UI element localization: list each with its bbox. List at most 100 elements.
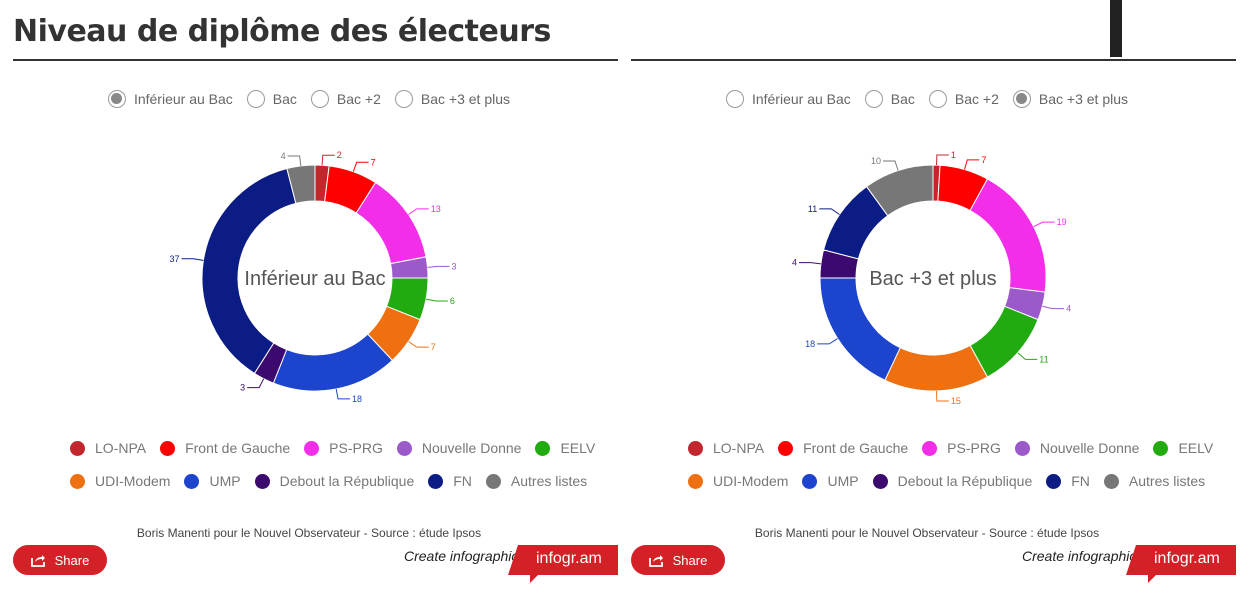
share-icon (648, 553, 663, 567)
create-infographics-link[interactable]: Create infographics (404, 548, 526, 564)
infogram-logo-text: infogr.am (536, 550, 602, 567)
legend-item[interactable]: UMP (184, 473, 241, 489)
legend-label: LO-NPA (713, 440, 765, 456)
legend-swatch (535, 440, 551, 456)
slice-value-label: 4 (1066, 304, 1071, 314)
legend-item[interactable]: Nouvelle Donne (396, 440, 522, 456)
radio-option[interactable]: Bac +3 et plus (394, 90, 510, 108)
donut-center-label: Bac +3 et plus (869, 268, 996, 290)
slice-value-label: 11 (808, 204, 817, 214)
donut-slice[interactable] (865, 164, 934, 217)
infogram-logo[interactable]: infogr.am (1126, 545, 1236, 583)
legend-swatch (922, 440, 938, 456)
slice-value-label: 11 (1039, 354, 1048, 364)
legend-swatch (184, 473, 200, 489)
legend-swatch (872, 473, 888, 489)
share-label: Share (54, 552, 90, 568)
legend-label: UDI-Modem (95, 473, 171, 489)
legend-item[interactable]: LO-NPA (688, 440, 764, 456)
legend-swatch (688, 473, 703, 489)
legend-swatch (160, 440, 176, 456)
legend-swatch (802, 473, 818, 489)
legend-label: Front de Gauche (803, 440, 909, 456)
slice-leader-line (936, 154, 949, 166)
legend-item[interactable]: Front de Gauche (778, 440, 908, 456)
radio-label: Bac +2 (954, 91, 999, 107)
legend-row: LO-NPA Front de Gauche PS-PRG Nouvelle Donn… (70, 440, 595, 456)
share-icon (30, 553, 45, 567)
slice-leader-line (321, 154, 335, 166)
radio-option[interactable]: Bac +2 (928, 90, 999, 108)
legend-label: FN (453, 473, 472, 489)
donut-slice[interactable] (819, 277, 901, 381)
slice-leader-line (335, 388, 351, 400)
legend-swatch (485, 473, 501, 489)
create-infographics-link[interactable]: Create infographics (1022, 548, 1144, 564)
legend-item[interactable]: EELV (1153, 440, 1213, 456)
legend-item[interactable]: UMP (802, 473, 859, 489)
radio-button[interactable] (725, 90, 744, 108)
legend-item[interactable]: Autres listes (1103, 473, 1206, 489)
legend-swatch (1153, 440, 1169, 456)
legend-item[interactable]: Autres listes (485, 473, 587, 489)
source-credit: Boris Manenti pour le Nouvel Observateur… (136, 526, 482, 540)
radio-button[interactable] (928, 90, 947, 108)
legend-label: UDI-Modem (713, 473, 789, 489)
legend-label: Nouvelle Donne (421, 440, 522, 456)
legend-item[interactable]: FN (1046, 473, 1090, 489)
legend-item[interactable]: FN (428, 473, 472, 489)
donut-slice[interactable] (201, 167, 297, 375)
legend-label: PS-PRG (329, 440, 383, 456)
radio-button[interactable] (310, 90, 329, 108)
slice-value-label: 19 (1057, 217, 1067, 227)
radio-option[interactable]: Inférieur au Bac (107, 90, 233, 108)
radio-label: Inférieur au Bac (133, 91, 233, 107)
header-tab-marker (1110, 0, 1122, 57)
legend-item[interactable]: LO-NPA (70, 440, 146, 456)
legend-label: EELV (1178, 440, 1214, 456)
radio-button[interactable] (246, 90, 265, 108)
radio-option[interactable]: Bac +2 (310, 90, 381, 108)
infogram-logo[interactable]: infogr.am (508, 545, 618, 583)
slice-leader-line (352, 161, 369, 172)
legend-label: UMP (827, 473, 859, 489)
slice-value-label: 4 (792, 258, 797, 268)
radio-option[interactable]: Bac (864, 90, 915, 108)
share-label: Share (672, 552, 708, 568)
share-button[interactable]: Share (13, 545, 107, 575)
slice-leader-line (287, 155, 302, 166)
legend-label: Debout la République (897, 473, 1033, 489)
legend-item[interactable]: Debout la République (254, 473, 414, 489)
legend-swatch (778, 440, 794, 456)
radio-option[interactable]: Inférieur au Bac (725, 90, 851, 108)
radio-label: Bac (272, 91, 297, 107)
slice-leader-line (819, 208, 840, 215)
legend-item[interactable]: UDI-Modem (70, 473, 170, 489)
legend-item[interactable]: UDI-Modem (688, 473, 788, 489)
legend-item[interactable]: Front de Gauche (160, 440, 290, 456)
share-button[interactable]: Share (631, 545, 725, 575)
slice-value-label: 2 (337, 150, 342, 160)
radio-option[interactable]: Bac +3 et plus (1012, 90, 1128, 108)
slice-leader-line (817, 338, 838, 345)
legend-item[interactable]: Nouvelle Donne (1014, 440, 1139, 456)
slice-value-label: 4 (281, 151, 286, 161)
legend-item[interactable]: PS-PRG (304, 440, 383, 456)
donut-slice[interactable] (884, 344, 989, 392)
legend-swatch (304, 440, 320, 456)
donut-slice[interactable] (286, 164, 316, 205)
legend-item[interactable]: EELV (535, 440, 595, 456)
donut-chart: 1 7 19 4 11 15 18 4 11 10 Bac +3 et plus (792, 150, 1071, 406)
radio-button[interactable] (1012, 90, 1031, 108)
donut-slice[interactable] (272, 333, 394, 392)
radio-option[interactable]: Bac (246, 90, 297, 108)
radio-button[interactable] (394, 90, 413, 108)
legend-item[interactable]: PS-PRG (922, 440, 1001, 456)
radio-button[interactable] (864, 90, 883, 108)
chart-panel-left: Inférieur au Bac Bac Bac +2 Bac +3 et plus 2… (0, 0, 618, 599)
legend-item[interactable]: Debout la République (872, 473, 1033, 489)
chart-panel-right: Inférieur au Bac Bac Bac +2 Bac +3 et plus 1… (618, 0, 1236, 599)
slice-value-label: 18 (805, 339, 815, 349)
radio-button[interactable] (107, 90, 126, 108)
legend-label: Autres listes (1128, 473, 1206, 489)
